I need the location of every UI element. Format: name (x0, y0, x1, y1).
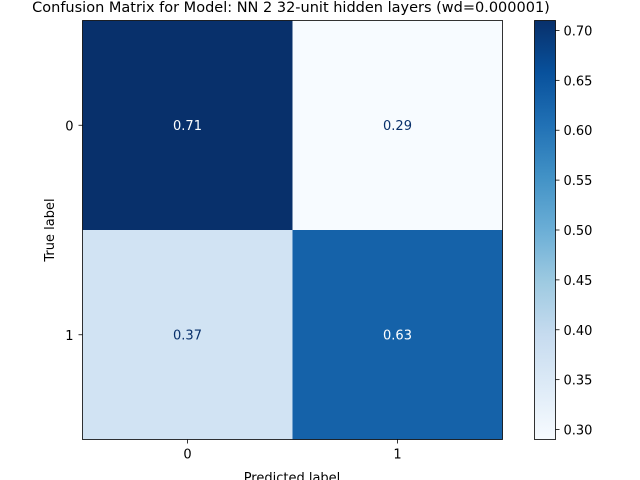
heatmap-cell (82, 20, 293, 230)
y-axis: 01 (65, 119, 83, 344)
y-axis-label: True label (43, 198, 58, 262)
cell-value-label: 0.71 (173, 119, 202, 134)
plot-frame (82, 20, 503, 440)
heatmap-cell (292, 20, 503, 230)
y-tick-label: 0 (65, 119, 73, 134)
cell-value-label: 0.29 (383, 119, 412, 134)
colorbar-tick-label: 0.60 (564, 124, 593, 139)
colorbar-tick-label: 0.45 (564, 274, 593, 289)
x-tick-label: 1 (393, 448, 401, 463)
colorbar-tick-label: 0.40 (564, 324, 593, 339)
chart-title: Confusion Matrix for Model: NN 2 32-unit… (32, 0, 550, 16)
heatmap-cell (82, 230, 293, 440)
colorbar-tick-label: 0.70 (564, 24, 593, 39)
y-tick-label: 1 (65, 329, 73, 344)
cell-value-label: 0.37 (173, 328, 202, 343)
colorbar-tick-label: 0.55 (564, 174, 593, 189)
cell-value-label: 0.63 (383, 328, 412, 343)
heatmap-cells: 0.71 0.29 0.37 0.63 (82, 20, 503, 440)
heatmap-cell (292, 230, 503, 440)
colorbar-ticks: 0.30 0.35 0.40 0.45 0.50 0.55 0.60 0.65 0.70 (555, 24, 593, 439)
x-axis-label: Predicted label (244, 471, 341, 480)
colorbar-tick-label: 0.50 (564, 224, 593, 239)
colorbar-tick-label: 0.30 (564, 424, 593, 439)
x-tick-label: 0 (183, 448, 191, 463)
colorbar-tick-label: 0.65 (564, 74, 593, 89)
colorbar-tick-label: 0.35 (564, 374, 593, 389)
colorbar (534, 20, 556, 440)
